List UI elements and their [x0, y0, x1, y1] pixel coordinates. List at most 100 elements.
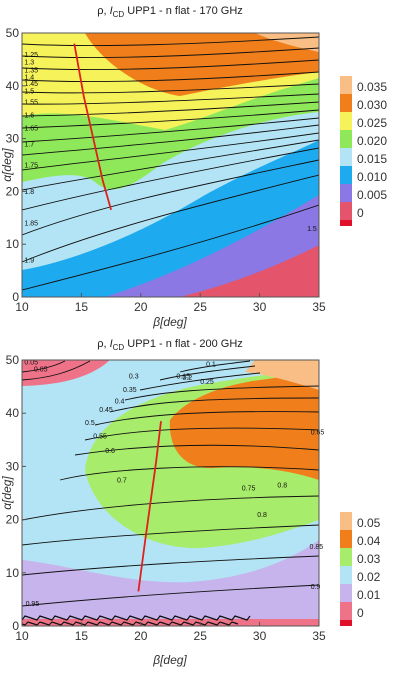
y-axis-label-170: α[deg] [0, 148, 14, 182]
red-curve-170 [73, 43, 112, 211]
contour-label: 0.85 [310, 544, 324, 551]
legend-200: 0.05 0.04 0.03 0.02 0.01 0 [340, 512, 381, 626]
y-tick-label: 20 [6, 184, 20, 198]
contour-label: 1.5 [24, 89, 34, 96]
region-0.05 [245, 360, 319, 390]
contour-label: 0.05 [34, 367, 48, 374]
contour-label: 1.55 [24, 99, 38, 106]
contour-line [22, 132, 319, 171]
legend-swatch [340, 166, 352, 184]
legend-swatch [340, 202, 352, 220]
contour-line [22, 360, 66, 373]
contour-labels-170: 1.251.31.351.41.451.51.551.61.651.71.751… [24, 52, 317, 265]
contour-line [59, 466, 319, 481]
chart-title-170: ρ, ICD UPP1 - n flat - 170 GHz [97, 5, 243, 19]
contour-line [22, 524, 319, 546]
legend-swatch [340, 566, 352, 584]
contour-line [74, 444, 319, 456]
contour-label: 1.9 [24, 258, 34, 265]
x-tick-label: 15 [75, 629, 89, 643]
contour-line [22, 159, 319, 236]
x-tick-label: 30 [253, 629, 267, 643]
legend-label: 0.020 [357, 134, 387, 148]
contour-label: 0.55 [93, 434, 107, 441]
contour-line-noise [22, 621, 239, 626]
contour-label: 1.45 [24, 81, 38, 88]
plot-frame-200 [21, 359, 320, 627]
region-0-low [180, 245, 319, 297]
x-tick-label: 25 [194, 629, 208, 643]
contour-label: 0.75 [242, 485, 256, 492]
contour-label: 0.9 [311, 584, 321, 591]
legend-swatch [340, 548, 352, 566]
contour-label: 1.25 [24, 52, 38, 59]
contour-line [84, 427, 319, 441]
contour-line [22, 174, 319, 263]
contour-line-noise [22, 615, 251, 621]
contour-line [22, 584, 319, 607]
legend-swatch [340, 530, 352, 548]
x-tick-label: 20 [134, 300, 148, 314]
y-tick-label: 30 [6, 459, 20, 473]
contour-label: 0.35 [123, 387, 137, 394]
contour-label: 0.05 [24, 359, 38, 366]
legend-swatch [340, 76, 352, 94]
legend-label: 0 [357, 206, 364, 220]
legend-label: 0.005 [357, 188, 387, 202]
legend-swatch-bottom [340, 620, 352, 626]
x-tick-label: 35 [312, 629, 326, 643]
chart-panel-170ghz: ρ, ICD UPP1 - n flat - 170 GHz 1.251.3 1.… [0, 5, 387, 329]
contour-label: 0.65 [311, 430, 325, 437]
region-0-top [22, 360, 110, 386]
contour-line [179, 360, 251, 373]
x-tick-label: 35 [312, 300, 326, 314]
legend-swatch [340, 94, 352, 112]
legend-label: 0.04 [357, 534, 381, 548]
x-axis-label-200: β[deg] [152, 653, 187, 667]
x-tick-label: 10 [15, 300, 29, 314]
region-0.04 [169, 370, 319, 480]
y-tick-label: 50 [6, 353, 20, 367]
legend-170: 0.035 0.030 0.025 0.020 0.015 0.010 0.005 0 [340, 76, 387, 226]
x-axis-label-170: β[deg] [152, 315, 187, 329]
legend-swatch [340, 184, 352, 202]
contour-label: 0.95 [26, 601, 40, 608]
contour-line [22, 147, 319, 211]
contour-line [22, 139, 319, 191]
contour-line [22, 59, 319, 71]
y-tick-label: 30 [6, 132, 20, 146]
y-tick-label: 10 [6, 566, 20, 580]
y-tick-label: 20 [6, 513, 20, 527]
contour-label: 1.7 [24, 142, 34, 149]
contour-label: 1.5 [307, 226, 317, 233]
x-tick-label: 15 [75, 300, 89, 314]
contour-fill-200 [22, 360, 319, 626]
contour-line [22, 495, 319, 521]
contour-label: 0.1 [206, 361, 216, 368]
contour-label: 1.3 [24, 60, 34, 67]
contour-line [22, 47, 319, 59]
legend-swatch [340, 602, 352, 620]
contour-line [22, 36, 319, 47]
contour-line [94, 411, 319, 426]
contour-label: 0.25 [200, 379, 214, 386]
contour-fill-170 [22, 33, 319, 297]
contour-label: 0.2 [182, 375, 192, 382]
chart-panel-200ghz: ρ, ICD UPP1 - n flat - 200 GHz 0.050.050… [0, 338, 381, 667]
legend-label: 0.025 [357, 116, 387, 130]
contour-label: 1.85 [24, 221, 38, 228]
contour-line [22, 204, 319, 291]
x-tick-label: 25 [194, 300, 208, 314]
contour-line [22, 83, 319, 94]
contour-line [139, 372, 261, 391]
contour-line [22, 117, 319, 143]
legend-swatch-bottom [340, 220, 352, 226]
y-tick-label: 50 [6, 26, 20, 40]
legend-label: 0.03 [357, 552, 381, 566]
contour-line [159, 365, 256, 381]
contour-label: 0.8 [257, 512, 267, 519]
legend-label: 0.015 [357, 152, 387, 166]
